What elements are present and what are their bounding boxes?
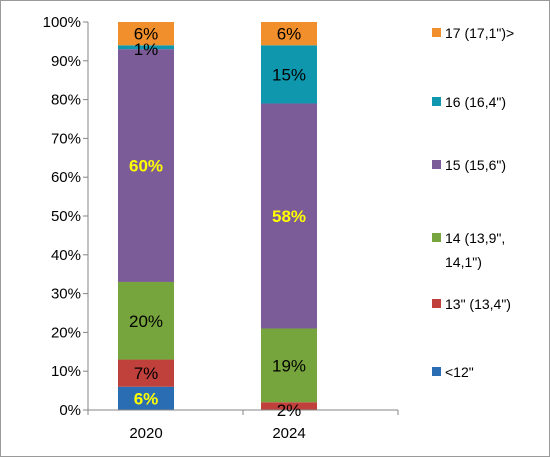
legend-label: 14 (13,9", [445, 230, 505, 246]
data-label: 2% [277, 401, 302, 420]
axes-layer: 0% 10% 20% 30% 40% 50% 60% 70% 80% 90% 100% 2020 202… [43, 14, 399, 442]
bar-segment [261, 103, 317, 329]
data-label: 58% [272, 207, 306, 226]
x-tick-label: 2024 [272, 425, 305, 442]
data-label: 1% [134, 40, 159, 59]
legend-swatch [432, 28, 441, 37]
y-tick-label: 90% [51, 53, 81, 70]
data-label: 6% [134, 389, 159, 408]
bar-segment [261, 45, 317, 104]
bar-segment [118, 386, 174, 410]
x-tick-label: 2020 [129, 425, 162, 442]
legend-label: 16 (16,4") [445, 94, 506, 110]
legend-label: <12" [445, 364, 474, 380]
y-tick-label: 30% [51, 286, 81, 303]
y-tick-label: 80% [51, 92, 81, 109]
bar-segment [118, 359, 174, 387]
y-tick-label: 50% [51, 208, 81, 225]
data-label: 20% [129, 312, 163, 331]
bar-segment [118, 281, 174, 360]
y-tick-label: 40% [51, 247, 81, 264]
legend-label: 14,1") [445, 254, 482, 270]
bar-segment [118, 45, 174, 50]
y-tick-label: 70% [51, 130, 81, 147]
bar-segment [261, 328, 317, 403]
legend-swatch [432, 160, 441, 169]
data-label: 60% [129, 157, 163, 176]
y-tick-label: 100% [43, 14, 81, 31]
legend-swatch [432, 367, 441, 376]
data-labels-layer: 6%7%20%60%1%6%2%19%58%15%6% [129, 25, 306, 420]
legend: 17 (17,1")> 16 (16,4") 15 (15,6") 14 (13,9"… [432, 25, 514, 380]
bars-layer [118, 22, 317, 410]
y-tick-label: 60% [51, 169, 81, 186]
legend-label: 17 (17,1")> [445, 25, 514, 41]
y-tick-label: 20% [51, 324, 81, 341]
data-label: 19% [272, 356, 306, 375]
legend-swatch [432, 299, 441, 308]
bar-segment [261, 22, 317, 46]
data-label: 6% [277, 25, 302, 44]
legend-label: 15 (15,6") [445, 157, 506, 173]
legend-swatch [432, 233, 441, 242]
bar-segment [118, 49, 174, 282]
data-label: 15% [272, 65, 306, 84]
y-tick-label: 10% [51, 363, 81, 380]
bar-segment [261, 402, 317, 410]
y-tick-label: 0% [59, 402, 81, 419]
legend-swatch [432, 97, 441, 106]
legend-label: 13" (13,4") [445, 296, 511, 312]
data-label: 6% [134, 25, 159, 44]
data-label: 7% [134, 364, 159, 383]
bar-segment [118, 22, 174, 46]
